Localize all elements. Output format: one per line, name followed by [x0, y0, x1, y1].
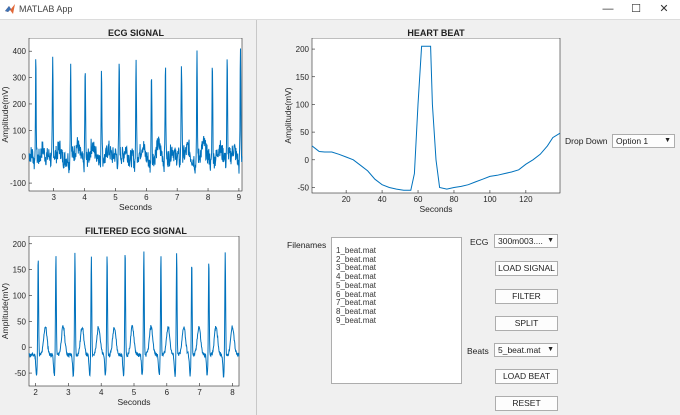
x-tick-label: 120 — [519, 195, 533, 204]
title-bar: MATLAB App — ☐ ✕ — [0, 0, 680, 20]
y-tick-label: 100 — [13, 126, 27, 135]
x-tick-label: 8 — [230, 388, 235, 397]
y-axis-label: Amplitude(mV) — [283, 87, 293, 143]
ecg-signal-chart[interactable]: 3 4 5 6 7 8 9 -100 0 100 200 300 400 Seconds Amplitude… — [0, 38, 256, 220]
chevron-down-icon: ▼ — [664, 137, 671, 144]
matlab-logo-icon — [5, 4, 15, 14]
ecg-select-label: ECG — [470, 237, 489, 247]
beats-dropdown[interactable]: 5_beat.mat ▼ — [494, 343, 558, 357]
filter-button[interactable]: FILTER — [495, 289, 558, 304]
list-item[interactable]: 7_beat.mat — [336, 298, 377, 308]
heartbeat-plot-title: HEART BEAT — [407, 28, 465, 38]
x-tick-label: 60 — [414, 195, 423, 204]
x-tick-label: 9 — [237, 193, 242, 202]
x-axis-label: Seconds — [419, 204, 452, 214]
y-tick-label: 300 — [13, 74, 27, 83]
y-tick-label: 100 — [13, 291, 27, 300]
x-tick-label: 4 — [99, 388, 104, 397]
x-tick-label: 7 — [197, 388, 202, 397]
load-beat-button[interactable]: LOAD BEAT — [495, 369, 558, 384]
load-signal-button[interactable]: LOAD SIGNAL — [495, 261, 558, 276]
filtered-ecg-chart[interactable]: 2 3 4 5 6 7 8 -50 0 50 100 150 200 Seconds Amplitude(m… — [0, 236, 256, 414]
x-tick-label: 5 — [132, 388, 137, 397]
x-axis-label: Seconds — [119, 202, 152, 212]
x-tick-label: 2 — [33, 388, 38, 397]
filenames-listbox[interactable]: 1_beat.mat 2_beat.mat 3_beat.mat 4_beat.… — [331, 237, 462, 384]
list-item[interactable]: 2_beat.mat — [336, 254, 377, 264]
y-tick-label: 50 — [17, 317, 26, 326]
y-tick-label: 400 — [13, 47, 27, 56]
x-tick-label: 3 — [51, 193, 56, 202]
y-tick-label: 200 — [13, 100, 27, 109]
list-item[interactable]: 4_beat.mat — [336, 272, 377, 282]
heartbeat-chart[interactable]: 20 40 60 80 100 120 -50 0 50 100 150 200 Seconds Ampl… — [258, 38, 563, 220]
ecg-plot-title: ECG SIGNAL — [107, 28, 164, 38]
beats-dropdown-value: 5_beat.mat — [498, 345, 541, 355]
x-axis-label: Seconds — [117, 397, 150, 407]
chevron-down-icon: ▼ — [547, 346, 554, 353]
window-title: MATLAB App — [19, 4, 73, 14]
beats-select-label: Beats — [467, 346, 489, 356]
heartbeat-line — [311, 45, 561, 191]
y-tick-label: 0 — [22, 343, 27, 352]
y-tick-label: 50 — [300, 128, 309, 137]
y-tick-label: 0 — [305, 156, 310, 165]
filtered-signal-line — [28, 251, 240, 378]
dropdown-label: Drop Down — [565, 136, 608, 146]
maximize-button[interactable]: ☐ — [631, 3, 641, 15]
list-item[interactable]: 3_beat.mat — [336, 263, 377, 273]
chevron-down-icon: ▼ — [547, 237, 554, 244]
plot-area — [311, 38, 561, 194]
y-tick-label: 150 — [296, 73, 310, 82]
option-dropdown-value: Option 1 — [616, 136, 649, 146]
x-tick-label: 8 — [206, 193, 211, 202]
x-tick-label: 4 — [82, 193, 87, 202]
y-tick-label: -100 — [10, 179, 27, 188]
x-tick-label: 100 — [483, 195, 497, 204]
list-item[interactable]: 6_beat.mat — [336, 289, 377, 299]
reset-button[interactable]: RESET — [495, 396, 558, 411]
x-tick-label: 80 — [450, 195, 459, 204]
x-tick-label: 5 — [113, 193, 118, 202]
list-item[interactable]: 8_beat.mat — [336, 306, 377, 316]
y-axis-label: Amplitude(mV) — [0, 86, 10, 142]
y-tick-label: -50 — [297, 183, 309, 192]
filenames-label: Filenames — [287, 240, 327, 250]
y-tick-label: 200 — [13, 240, 27, 249]
y-tick-label: 0 — [22, 153, 27, 162]
split-button[interactable]: SPLIT — [495, 316, 558, 331]
ecg-dropdown[interactable]: 300m003.... ▼ — [494, 234, 558, 248]
x-tick-label: 40 — [378, 195, 387, 204]
panel-divider — [256, 20, 257, 415]
ecg-signal-line — [28, 48, 243, 174]
option-dropdown[interactable]: Option 1 ▼ — [612, 134, 675, 148]
list-item[interactable]: 1_beat.mat — [336, 246, 377, 255]
y-tick-label: 100 — [296, 100, 310, 109]
y-tick-label: 200 — [296, 45, 310, 54]
y-tick-label: 150 — [13, 266, 27, 275]
x-tick-label: 7 — [175, 193, 180, 202]
x-tick-label: 3 — [66, 388, 71, 397]
close-button[interactable]: ✕ — [659, 3, 669, 15]
x-tick-label: 6 — [144, 193, 149, 202]
y-tick-label: -50 — [14, 369, 26, 378]
list-item[interactable]: 9_beat.mat — [336, 315, 377, 325]
y-axis-label: Amplitude(mV) — [0, 283, 10, 339]
minimize-button[interactable]: — — [602, 3, 614, 15]
list-item[interactable]: 5_beat.mat — [336, 280, 377, 290]
filtered-plot-title: FILTERED ECG SIGNAL — [85, 226, 187, 236]
x-tick-label: 6 — [165, 388, 170, 397]
ecg-dropdown-value: 300m003.... — [498, 236, 543, 246]
x-tick-label: 20 — [342, 195, 351, 204]
